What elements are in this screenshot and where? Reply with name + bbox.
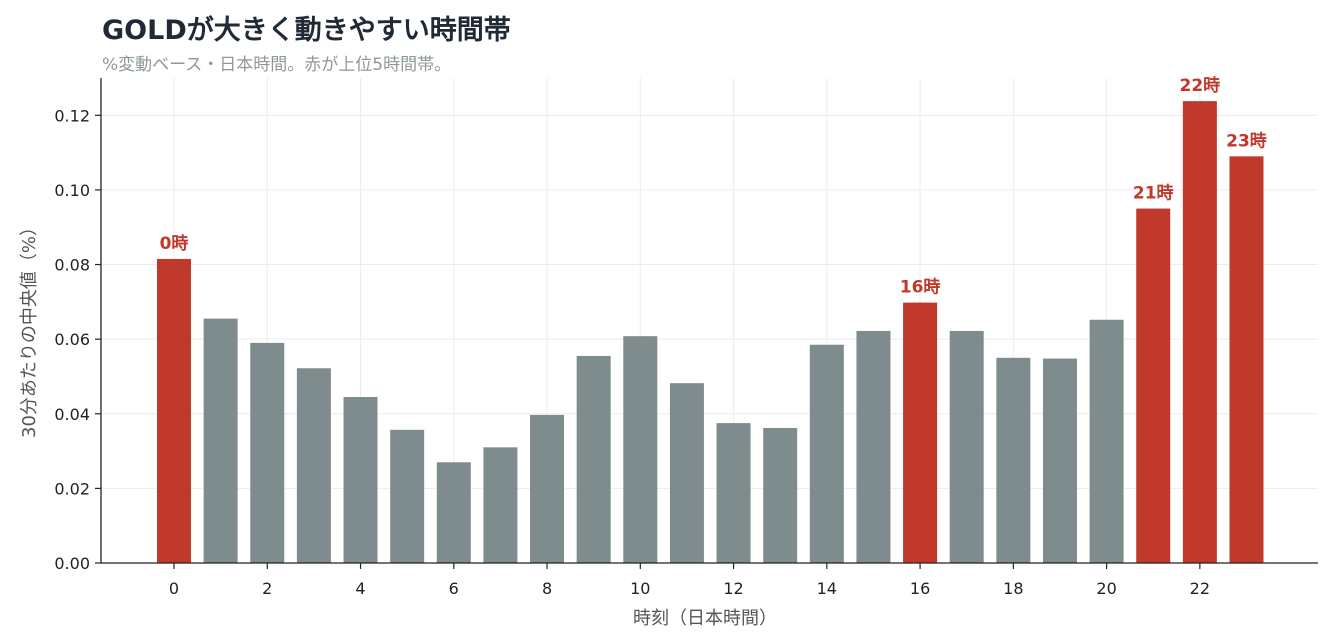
chart-subtitle: %変動ベース・日本時間。赤が上位5時間帯。 [102, 55, 452, 75]
chart-title: GOLDが大きく動きやすい時間帯 [102, 15, 511, 46]
x-tick-label: 12 [723, 579, 743, 598]
bar-1 [203, 318, 238, 563]
bar-4 [343, 396, 378, 563]
bar-3 [296, 368, 331, 563]
y-tick-label: 0.12 [54, 106, 90, 125]
bar-23 [1229, 156, 1264, 563]
y-tick-label: 0.08 [54, 256, 90, 275]
bar-0 [157, 258, 191, 563]
bar-6 [436, 462, 471, 563]
bar-7 [483, 447, 518, 563]
bar-21 [1136, 208, 1171, 564]
y-axis-label: 30分あたりの中央値（%） [19, 218, 40, 438]
bar-5 [390, 429, 425, 563]
bar-8 [530, 414, 565, 563]
bar-11 [669, 383, 704, 563]
bar-10 [623, 336, 658, 563]
bar-12 [716, 423, 751, 563]
bar-9 [576, 355, 611, 563]
bar-label-21: 21時 [1133, 183, 1174, 204]
bar-13 [763, 427, 798, 563]
bar-label-23: 23時 [1226, 130, 1267, 151]
bar-14 [809, 344, 844, 563]
bar-16 [903, 302, 938, 563]
x-tick-label: 14 [817, 579, 837, 598]
bar-label-0: 0時 [160, 233, 189, 254]
bar-15 [856, 330, 891, 563]
bar-label-22: 22時 [1180, 75, 1221, 96]
y-tick-label: 0.00 [54, 554, 90, 573]
x-tick-label: 18 [1003, 579, 1023, 598]
x-axis-label: 時刻（日本時間） [633, 608, 777, 629]
y-tick-label: 0.10 [54, 181, 90, 200]
x-tick-label: 8 [542, 579, 552, 598]
bar-22 [1182, 101, 1217, 563]
x-tick-label: 4 [355, 579, 365, 598]
x-tick-label: 20 [1096, 579, 1116, 598]
x-tick-label: 2 [262, 579, 272, 598]
bars-layer: 0時 16時 21時 22時 23時 [157, 75, 1267, 564]
bar-label-16: 16時 [900, 277, 941, 298]
y-tick-label: 0.04 [54, 405, 90, 424]
x-tick-label: 6 [449, 579, 459, 598]
axes-layer: 0.00 0.02 0.04 0.06 0.08 0.10 0.12 0 2 4 6 8 10 12 14 1… [54, 78, 1318, 598]
x-tick-label: 16 [910, 579, 930, 598]
bar-18 [996, 357, 1031, 563]
bar-20 [1089, 319, 1124, 563]
y-tick-label: 0.02 [54, 479, 90, 498]
bar-17 [949, 330, 984, 563]
bar-2 [250, 342, 285, 563]
bar-19 [1042, 358, 1077, 563]
x-tick-label: 22 [1190, 579, 1210, 598]
y-tick-label: 0.06 [54, 330, 90, 349]
x-tick-label: 10 [630, 579, 650, 598]
x-tick-label: 0 [169, 579, 179, 598]
